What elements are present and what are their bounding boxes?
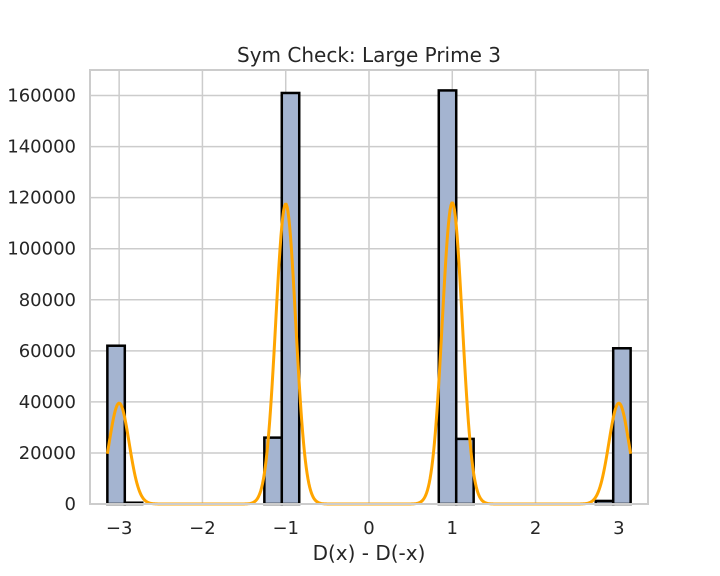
y-tick-label: 20000 [19, 443, 76, 464]
histogram-bars [106, 89, 632, 506]
histogram-bar [280, 91, 301, 506]
x-tick-label: 0 [363, 518, 374, 539]
y-tick-label: 0 [65, 494, 76, 515]
plot-frame [89, 69, 649, 505]
plot-border [89, 69, 649, 505]
x-tick-label: 1 [447, 518, 458, 539]
x-axis-label: D(x) - D(-x) [313, 541, 426, 565]
y-tick-label: 160000 [7, 86, 76, 107]
x-tick-label: −2 [189, 518, 216, 539]
x-tick-label: 3 [613, 518, 624, 539]
histogram-bar [437, 89, 458, 506]
grid [90, 70, 648, 505]
histogram-bar [611, 347, 632, 506]
y-tick-label: 120000 [7, 188, 76, 209]
y-tick-label: 100000 [7, 239, 76, 260]
x-tick-label: 2 [530, 518, 541, 539]
histogram-bar [106, 344, 127, 506]
y-tick-label: 140000 [7, 137, 76, 158]
x-axis-ticks: −3 −2 −1 0 1 2 3 [106, 518, 625, 539]
x-tick-label: −1 [272, 518, 299, 539]
y-axis-ticks: 0 20000 40000 60000 80000 100000 120000 140000 1… [7, 86, 76, 515]
y-tick-label: 60000 [19, 341, 76, 362]
y-tick-label: 40000 [19, 392, 76, 413]
chart-title: Sym Check: Large Prime 3 [237, 43, 501, 67]
x-tick-label: −3 [106, 518, 133, 539]
y-tick-label: 80000 [19, 290, 76, 311]
